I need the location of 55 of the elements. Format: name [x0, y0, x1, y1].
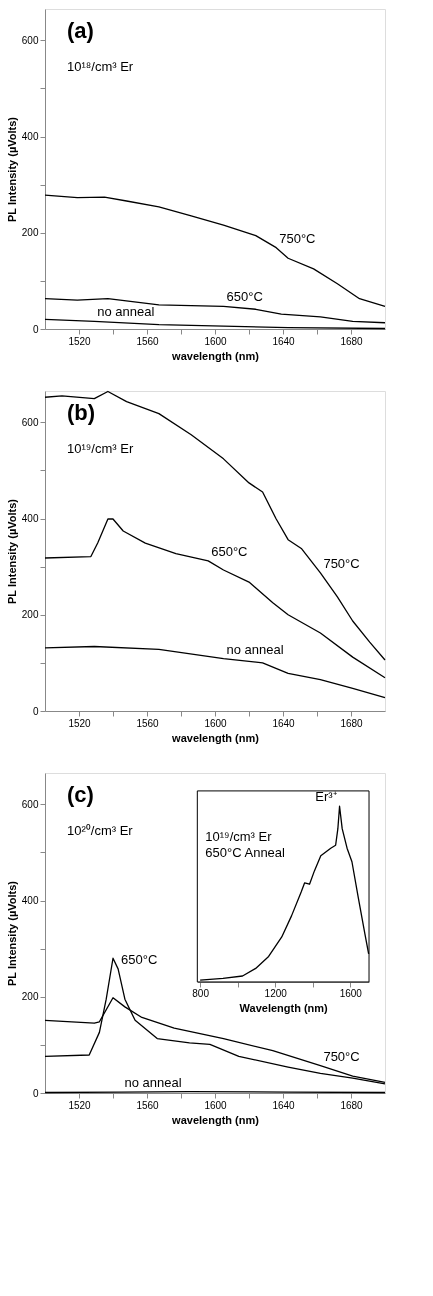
y-tick-label: 400: [21, 131, 39, 143]
annotation: Er³⁺: [315, 789, 337, 805]
chart-title: (a): [67, 18, 94, 43]
x-axis-title: wavelength (nm): [171, 1113, 260, 1126]
x-tick-label: 1600: [204, 717, 228, 729]
y-axis-title: PL Intensity (µVolts): [5, 116, 18, 222]
x-tick-label: 1680: [340, 1099, 364, 1111]
chart-title: (c): [67, 782, 94, 807]
text: 650°C Anneal: [205, 844, 286, 860]
x-tick-label: 1600: [204, 335, 228, 347]
text: 10¹⁸/cm³ Er: [67, 59, 134, 74]
x-tick-label: 1560: [136, 1099, 160, 1111]
y-tick-label: 400: [21, 513, 39, 525]
annotation: 750°C: [323, 1048, 360, 1064]
x-tick-label: 1640: [272, 717, 296, 729]
text: 10¹⁹/cm³ Er: [67, 441, 134, 456]
annotation: 650°C: [121, 951, 158, 967]
x-tick-label: 1640: [272, 1099, 296, 1111]
x-tick-label: 1560: [136, 335, 160, 347]
x-tick-label: 1200: [264, 988, 288, 1000]
text: 10¹⁹/cm³ Er: [205, 828, 273, 844]
annotation: 750°C: [279, 230, 316, 246]
y-axis-title: PL Intensity (µVolts): [5, 880, 18, 986]
y-tick-label: 200: [21, 227, 39, 239]
x-tick-label: 800: [192, 988, 210, 1000]
x-axis-title: Wavelength (nm): [239, 1002, 329, 1015]
annotation: no anneal: [124, 1075, 182, 1091]
annotation: 750°C: [323, 555, 360, 571]
x-tick-label: 1680: [340, 717, 364, 729]
y-tick-label: 0: [32, 323, 39, 335]
x-tick-label: 1600: [204, 1099, 228, 1111]
x-tick-label: 1520: [68, 1099, 92, 1111]
y-axis-title: PL Intensity (µVolts): [5, 498, 18, 604]
annotation: no anneal: [97, 304, 155, 320]
x-tick-label: 1680: [340, 335, 364, 347]
x-tick-label: 1640: [272, 335, 296, 347]
x-tick-label: 1520: [68, 717, 92, 729]
chart-title: (b): [67, 400, 96, 425]
y-tick-label: 400: [21, 895, 39, 907]
y-tick-label: 600: [21, 798, 39, 810]
x-tick-label: 1600: [339, 988, 363, 1000]
x-axis-title: wavelength (nm): [171, 731, 260, 744]
x-axis-title: wavelength (nm): [171, 349, 260, 362]
annotation: 650°C: [211, 543, 248, 559]
text: 10²⁰/cm³ Er: [67, 823, 134, 838]
y-tick-label: 200: [21, 609, 39, 621]
y-tick-label: 0: [32, 705, 39, 717]
y-tick-label: 200: [21, 991, 39, 1003]
y-tick-label: 0: [32, 1087, 39, 1099]
x-tick-label: 1520: [68, 335, 92, 347]
annotation: 650°C: [226, 289, 263, 305]
y-tick-label: 600: [21, 416, 39, 428]
annotation: no anneal: [226, 641, 284, 657]
y-tick-label: 600: [21, 34, 39, 46]
x-tick-label: 1560: [136, 717, 160, 729]
